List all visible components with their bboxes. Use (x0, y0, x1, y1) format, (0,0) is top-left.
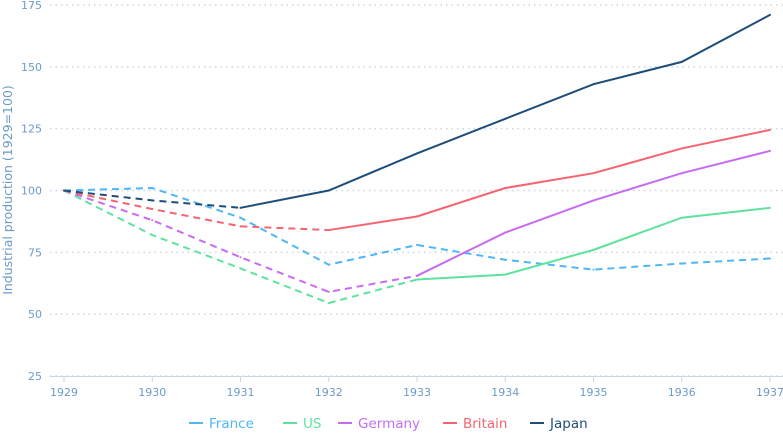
x-tick-label: 1937 (756, 386, 783, 399)
legend: France US Germany Britain Japan (189, 416, 588, 432)
data-point-britain (151, 208, 154, 211)
y-axis-ticks: 25 50 75 100 125 150 175 (21, 0, 42, 383)
legend-item-france[interactable]: France (189, 416, 254, 432)
legend-item-us[interactable]: US (283, 416, 321, 432)
y-tick-label: 25 (28, 370, 42, 383)
x-tick-label: 1936 (668, 386, 696, 399)
data-point-britain (327, 229, 330, 232)
data-point-japan (769, 13, 771, 16)
y-tick-label: 50 (28, 308, 42, 321)
data-point-us (769, 206, 771, 209)
data-point-us (151, 234, 154, 237)
x-tick-label: 1931 (227, 386, 255, 399)
legend-label: France (209, 416, 254, 432)
data-point-us (416, 278, 418, 281)
legend-label: Japan (549, 416, 588, 432)
legend-label: US (303, 416, 321, 432)
data-point-britain (592, 172, 595, 175)
data-point-japan (504, 117, 507, 120)
data-point-britain (416, 215, 418, 218)
data-point-japan (63, 189, 65, 192)
legend-label: Germany (358, 416, 420, 432)
legend-item-japan[interactable]: Japan (530, 416, 588, 432)
data-point-france (151, 187, 154, 190)
x-tick-label: 1935 (580, 386, 608, 399)
x-tick-label: 1934 (491, 386, 519, 399)
data-point-france (592, 268, 595, 271)
x-tick-label: 1929 (50, 386, 78, 399)
legend-item-germany[interactable]: Germany (338, 416, 420, 432)
data-point-france (680, 262, 683, 265)
data-point-japan (151, 199, 154, 202)
data-point-germany (151, 219, 154, 222)
x-tick-label: 1933 (403, 386, 431, 399)
data-point-us (504, 273, 507, 276)
data-point-germany (239, 256, 242, 259)
data-point-france (504, 258, 507, 261)
data-point-france (327, 263, 330, 266)
y-tick-label: 125 (21, 123, 42, 136)
series-lines (63, 13, 771, 305)
series-line-britain-dashed (63, 189, 329, 232)
series-line-germany-dashed (63, 189, 418, 293)
data-point-us (239, 267, 242, 270)
y-axis-label: Industrial production (1929=100) (0, 85, 15, 295)
legend-item-britain[interactable]: Britain (443, 416, 507, 432)
data-point-germany (504, 231, 507, 234)
data-point-germany (592, 199, 595, 202)
data-point-japan (680, 60, 683, 63)
data-point-japan (327, 189, 330, 192)
data-point-germany (680, 172, 683, 175)
series-line-japan (240, 14, 771, 209)
legend-label: Britain (463, 416, 507, 432)
data-point-us (680, 216, 683, 219)
data-point-britain (504, 187, 507, 190)
series-line-britain (328, 128, 771, 232)
data-point-britain (769, 128, 771, 131)
data-point-japan (416, 152, 418, 155)
data-point-us (592, 248, 595, 251)
series-line-france-dashed (63, 187, 771, 271)
data-point-us (327, 302, 330, 305)
data-point-germany (416, 274, 418, 277)
data-point-britain (680, 147, 683, 150)
x-axis-ticks: 1929 1930 1931 1932 1933 1934 1935 1936 1937 (50, 376, 783, 399)
data-point-britain (239, 225, 242, 228)
data-point-germany (327, 290, 330, 293)
x-tick-label: 1932 (315, 386, 343, 399)
y-tick-label: 100 (21, 185, 42, 198)
data-point-france (769, 257, 771, 260)
data-point-france (416, 243, 418, 246)
x-tick-label: 1930 (138, 386, 166, 399)
y-tick-label: 175 (21, 0, 42, 12)
y-tick-label: 150 (21, 61, 42, 74)
y-tick-label: 75 (28, 246, 42, 259)
data-point-japan (592, 83, 595, 86)
data-point-japan (239, 206, 242, 209)
data-point-france (239, 216, 242, 219)
data-point-germany (769, 149, 771, 152)
